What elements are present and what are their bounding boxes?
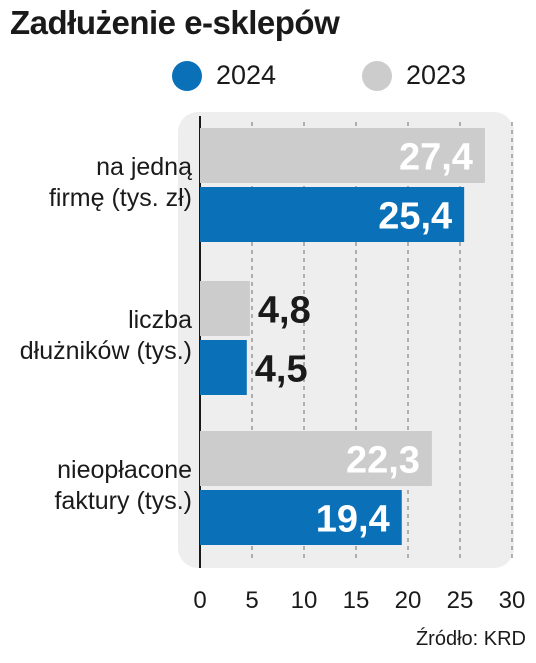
bar-2024 bbox=[200, 340, 247, 395]
x-tick-label: 10 bbox=[291, 587, 318, 614]
category-label: nieopłacone faktury (tys.) bbox=[54, 456, 192, 515]
legend-item-2023: 2023 bbox=[362, 60, 466, 91]
legend-label-2023: 2023 bbox=[406, 60, 467, 90]
legend-label-2024: 2024 bbox=[216, 60, 277, 90]
x-tick-label: 20 bbox=[395, 587, 422, 614]
data-label-2024: 4,5 bbox=[255, 349, 308, 391]
data-label-2023: 27,4 bbox=[399, 137, 473, 179]
legend-swatch-2023 bbox=[362, 60, 392, 91]
source-note: Źródło: KRD bbox=[415, 628, 526, 650]
data-label-2023: 4,8 bbox=[258, 290, 311, 332]
chart-title: Zadłużenie e-sklepów bbox=[10, 4, 340, 41]
x-tick-label: 15 bbox=[343, 587, 370, 614]
x-tick-label: 25 bbox=[447, 587, 474, 614]
legend-item-2024: 2024 bbox=[172, 60, 276, 91]
legend-swatch-2024 bbox=[172, 60, 202, 91]
data-label-2024: 25,4 bbox=[378, 196, 452, 238]
bar-2023 bbox=[200, 431, 432, 486]
bar-2023 bbox=[200, 281, 250, 336]
data-label-2023: 22,3 bbox=[346, 440, 420, 482]
x-tick-label: 0 bbox=[193, 587, 206, 614]
category-label: na jedną firmę (tys. zł) bbox=[49, 153, 192, 212]
x-tick-label: 30 bbox=[499, 587, 526, 614]
bar-2023 bbox=[200, 128, 485, 183]
category-label: liczba dłużników (tys.) bbox=[20, 306, 192, 365]
data-label-2024: 19,4 bbox=[316, 499, 390, 541]
bar-2024 bbox=[200, 490, 402, 545]
bar-2024 bbox=[200, 187, 465, 242]
x-tick-label: 5 bbox=[245, 587, 258, 614]
